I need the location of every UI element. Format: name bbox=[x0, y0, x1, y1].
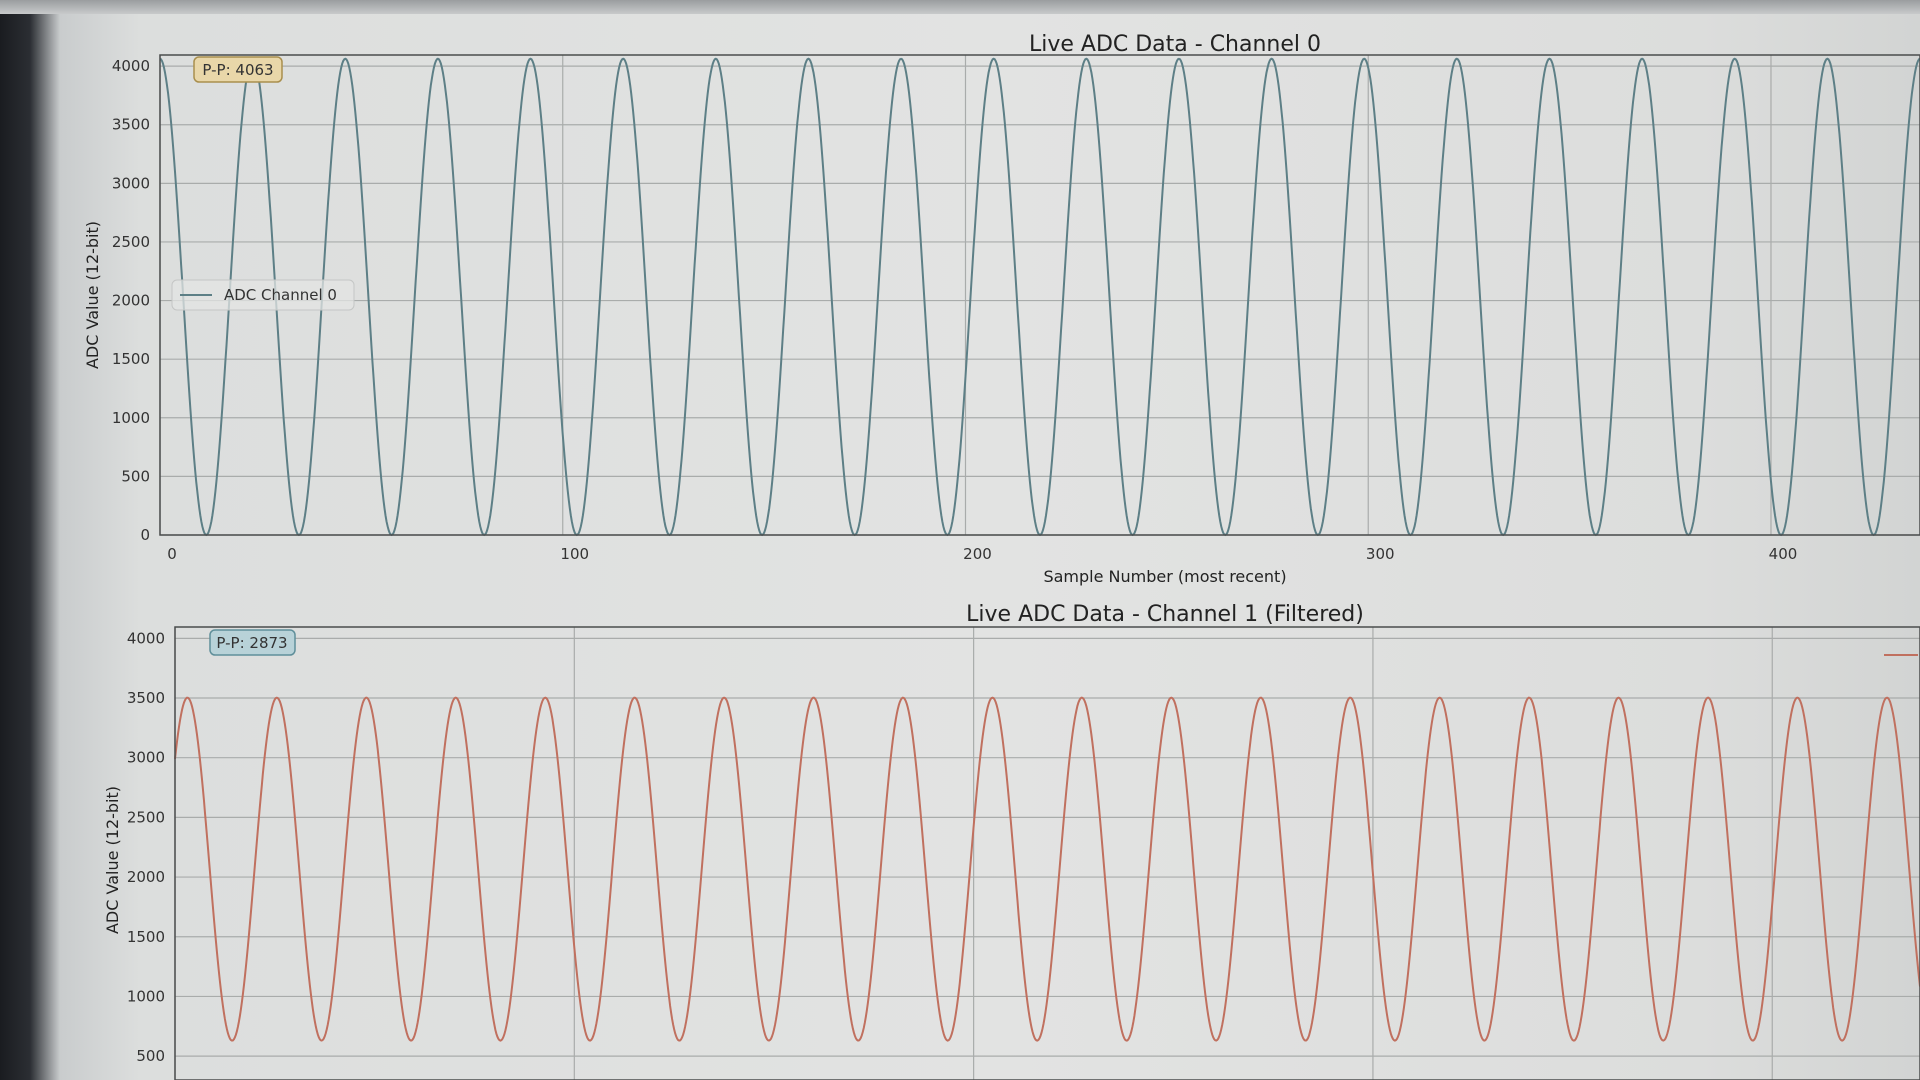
chart-channel-1: Live ADC Data - Channel 1 (Filtered) 500… bbox=[103, 602, 1920, 1080]
chart-channel-0: Live ADC Data - Channel 0 0 100 200 300 400 … bbox=[83, 32, 1920, 586]
window-top-edge bbox=[0, 0, 1920, 14]
y-tick-label: 4000 bbox=[127, 629, 165, 647]
pp-annotation-text: P-P: 2873 bbox=[216, 634, 287, 652]
y-tick-label: 2500 bbox=[112, 233, 150, 251]
y-tick-label: 3500 bbox=[127, 689, 165, 707]
axes-frame bbox=[174, 626, 1920, 1080]
x-tick-labels: 0 100 200 300 400 bbox=[167, 545, 1797, 563]
y-tick-label: 2500 bbox=[127, 808, 165, 826]
y-tick-label: 3500 bbox=[112, 116, 150, 134]
peak-to-peak-annotation: P-P: 4063 bbox=[193, 56, 283, 83]
x-tick-label: 300 bbox=[1366, 545, 1395, 563]
axes-frame bbox=[159, 54, 1920, 536]
x-tick-label: 200 bbox=[963, 545, 992, 563]
series-group bbox=[159, 57, 1920, 537]
y-tick-label: 500 bbox=[121, 467, 150, 485]
series-line bbox=[174, 696, 1920, 1042]
legend-box bbox=[171, 279, 355, 311]
y-tick-label: 1000 bbox=[112, 409, 150, 427]
y-tick-label: 4000 bbox=[112, 57, 150, 75]
legend: ADC Channel 0 bbox=[171, 279, 355, 311]
y-tick-label: 1500 bbox=[112, 350, 150, 368]
y-axis-label: ADC Value (12-bit) bbox=[103, 786, 122, 934]
pp-annotation-box bbox=[193, 56, 283, 83]
y-tick-label: 2000 bbox=[112, 292, 150, 310]
legend-label: ADC Channel 0 bbox=[224, 286, 337, 304]
y-tick-label: 1000 bbox=[127, 987, 165, 1005]
y-tick-label: 1500 bbox=[127, 928, 165, 946]
grid-lines bbox=[174, 627, 1920, 1080]
y-tick-label: 2000 bbox=[127, 868, 165, 886]
y-tick-label: 3000 bbox=[127, 749, 165, 767]
y-tick-label: 500 bbox=[136, 1047, 165, 1065]
pp-annotation-text: P-P: 4063 bbox=[202, 61, 273, 79]
y-tick-labels: 0 500 1000 1500 2000 2500 3000 3500 4000 bbox=[112, 57, 150, 544]
chart-title: Live ADC Data - Channel 1 (Filtered) bbox=[966, 602, 1364, 627]
x-tick-label: 100 bbox=[560, 545, 589, 563]
peak-to-peak-annotation: P-P: 2873 bbox=[209, 629, 296, 656]
x-tick-label: 0 bbox=[167, 545, 177, 563]
pp-annotation-box bbox=[209, 629, 296, 656]
series-group bbox=[174, 696, 1920, 1042]
y-axis-label: ADC Value (12-bit) bbox=[83, 221, 102, 369]
y-tick-labels: 500 1000 1500 2000 2500 3000 3500 4000 bbox=[127, 629, 165, 1065]
series-line bbox=[159, 57, 1920, 537]
chart-title: Live ADC Data - Channel 0 bbox=[1029, 32, 1321, 57]
y-tick-label: 0 bbox=[140, 526, 150, 544]
x-axis-label: Sample Number (most recent) bbox=[1043, 567, 1286, 586]
grid-lines bbox=[159, 55, 1920, 536]
y-tick-label: 3000 bbox=[112, 174, 150, 192]
x-tick-label: 400 bbox=[1769, 545, 1798, 563]
